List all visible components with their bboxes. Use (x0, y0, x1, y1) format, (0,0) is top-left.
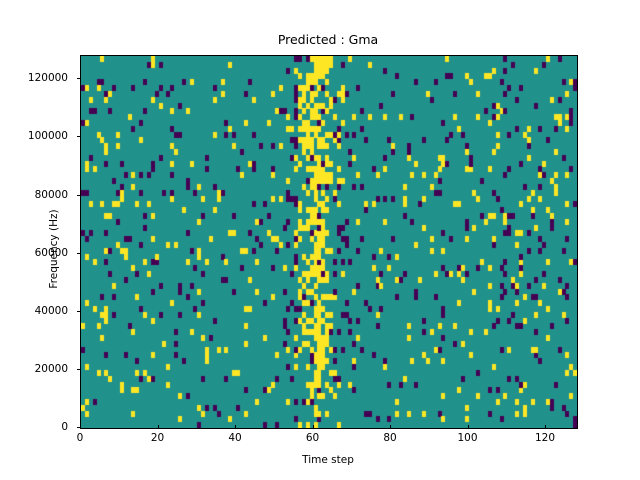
x-ticklabel: 0 (76, 432, 84, 444)
y-axis-label: Frequency (Hz) (48, 209, 60, 289)
y-ticklabel: 20000 (34, 362, 68, 375)
y-tick (76, 194, 80, 196)
y-tick (76, 427, 80, 428)
y-tick (76, 252, 80, 254)
x-axis-label: Time step (302, 454, 354, 466)
x-ticklabel: 40 (228, 432, 242, 444)
y-ticklabel: 120000 (27, 72, 68, 85)
x-ticklabel: 120 (534, 432, 556, 444)
x-tick (312, 424, 314, 428)
x-axis-ticklabels: 0 20 40 60 80 100 120 (76, 432, 576, 448)
y-tick (76, 310, 80, 312)
chart-title: Predicted : Gma (277, 32, 379, 47)
y-ticklabel: 100000 (27, 130, 68, 143)
x-tick (157, 424, 159, 428)
x-ticklabel: 80 (383, 432, 397, 444)
y-ticklabel: 60000 (34, 246, 68, 259)
y-ticklabel: 0 (61, 421, 68, 433)
x-tick (390, 424, 391, 428)
y-tick (76, 136, 80, 138)
y-axis-ticks (76, 55, 576, 428)
y-ticklabel: 40000 (34, 304, 68, 317)
heatmap-image (81, 56, 577, 428)
x-ticklabel: 60 (305, 432, 320, 444)
x-ticklabel: 20 (150, 432, 165, 444)
y-axis-ticklabels: 0 20000 40000 60000 80000 100000 120000 (0, 55, 74, 433)
y-ticklabel: 80000 (34, 188, 68, 201)
x-tick (545, 424, 546, 428)
x-tick (80, 424, 81, 428)
heatmap-axes (80, 55, 578, 429)
x-ticklabel: 100 (457, 432, 478, 444)
x-tick (235, 424, 236, 428)
y-tick (76, 78, 80, 80)
y-tick (76, 368, 80, 370)
x-tick (467, 424, 469, 428)
